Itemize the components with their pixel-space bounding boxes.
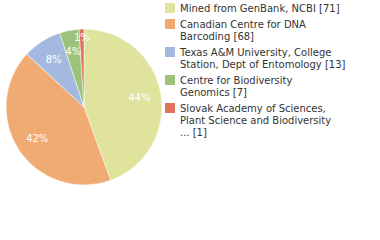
data-label: 4% xyxy=(65,46,81,57)
legend-swatch xyxy=(165,3,175,13)
legend-swatch xyxy=(165,19,175,29)
legend-label: Slovak Academy of Sciences,Plant Science… xyxy=(180,103,331,138)
legend-swatch xyxy=(165,47,175,57)
data-label: 1% xyxy=(74,32,90,43)
data-label: 8% xyxy=(46,54,62,65)
legend-swatch xyxy=(165,103,175,113)
data-label: 42% xyxy=(26,133,48,144)
legend-swatch xyxy=(165,75,175,85)
data-label: 44% xyxy=(128,92,150,103)
legend-label: Centre for BiodiversityGenomics [7] xyxy=(180,75,293,98)
legend-label: Mined from GenBank, NCBI [71] xyxy=(180,3,340,14)
pie: 44% 42% 8%4% 1% xyxy=(6,29,162,185)
legend-label: Texas A&M University, CollegeStation, De… xyxy=(179,47,346,70)
chart: 44% 42% 8%4% 1% Mined from GenBank, NCBI [71… xyxy=(0,0,380,240)
legend-label: Canadian Centre for DNABarcoding [68] xyxy=(180,19,306,42)
legend: Mined from GenBank, NCBI [71] Canadian Ce… xyxy=(165,3,346,138)
